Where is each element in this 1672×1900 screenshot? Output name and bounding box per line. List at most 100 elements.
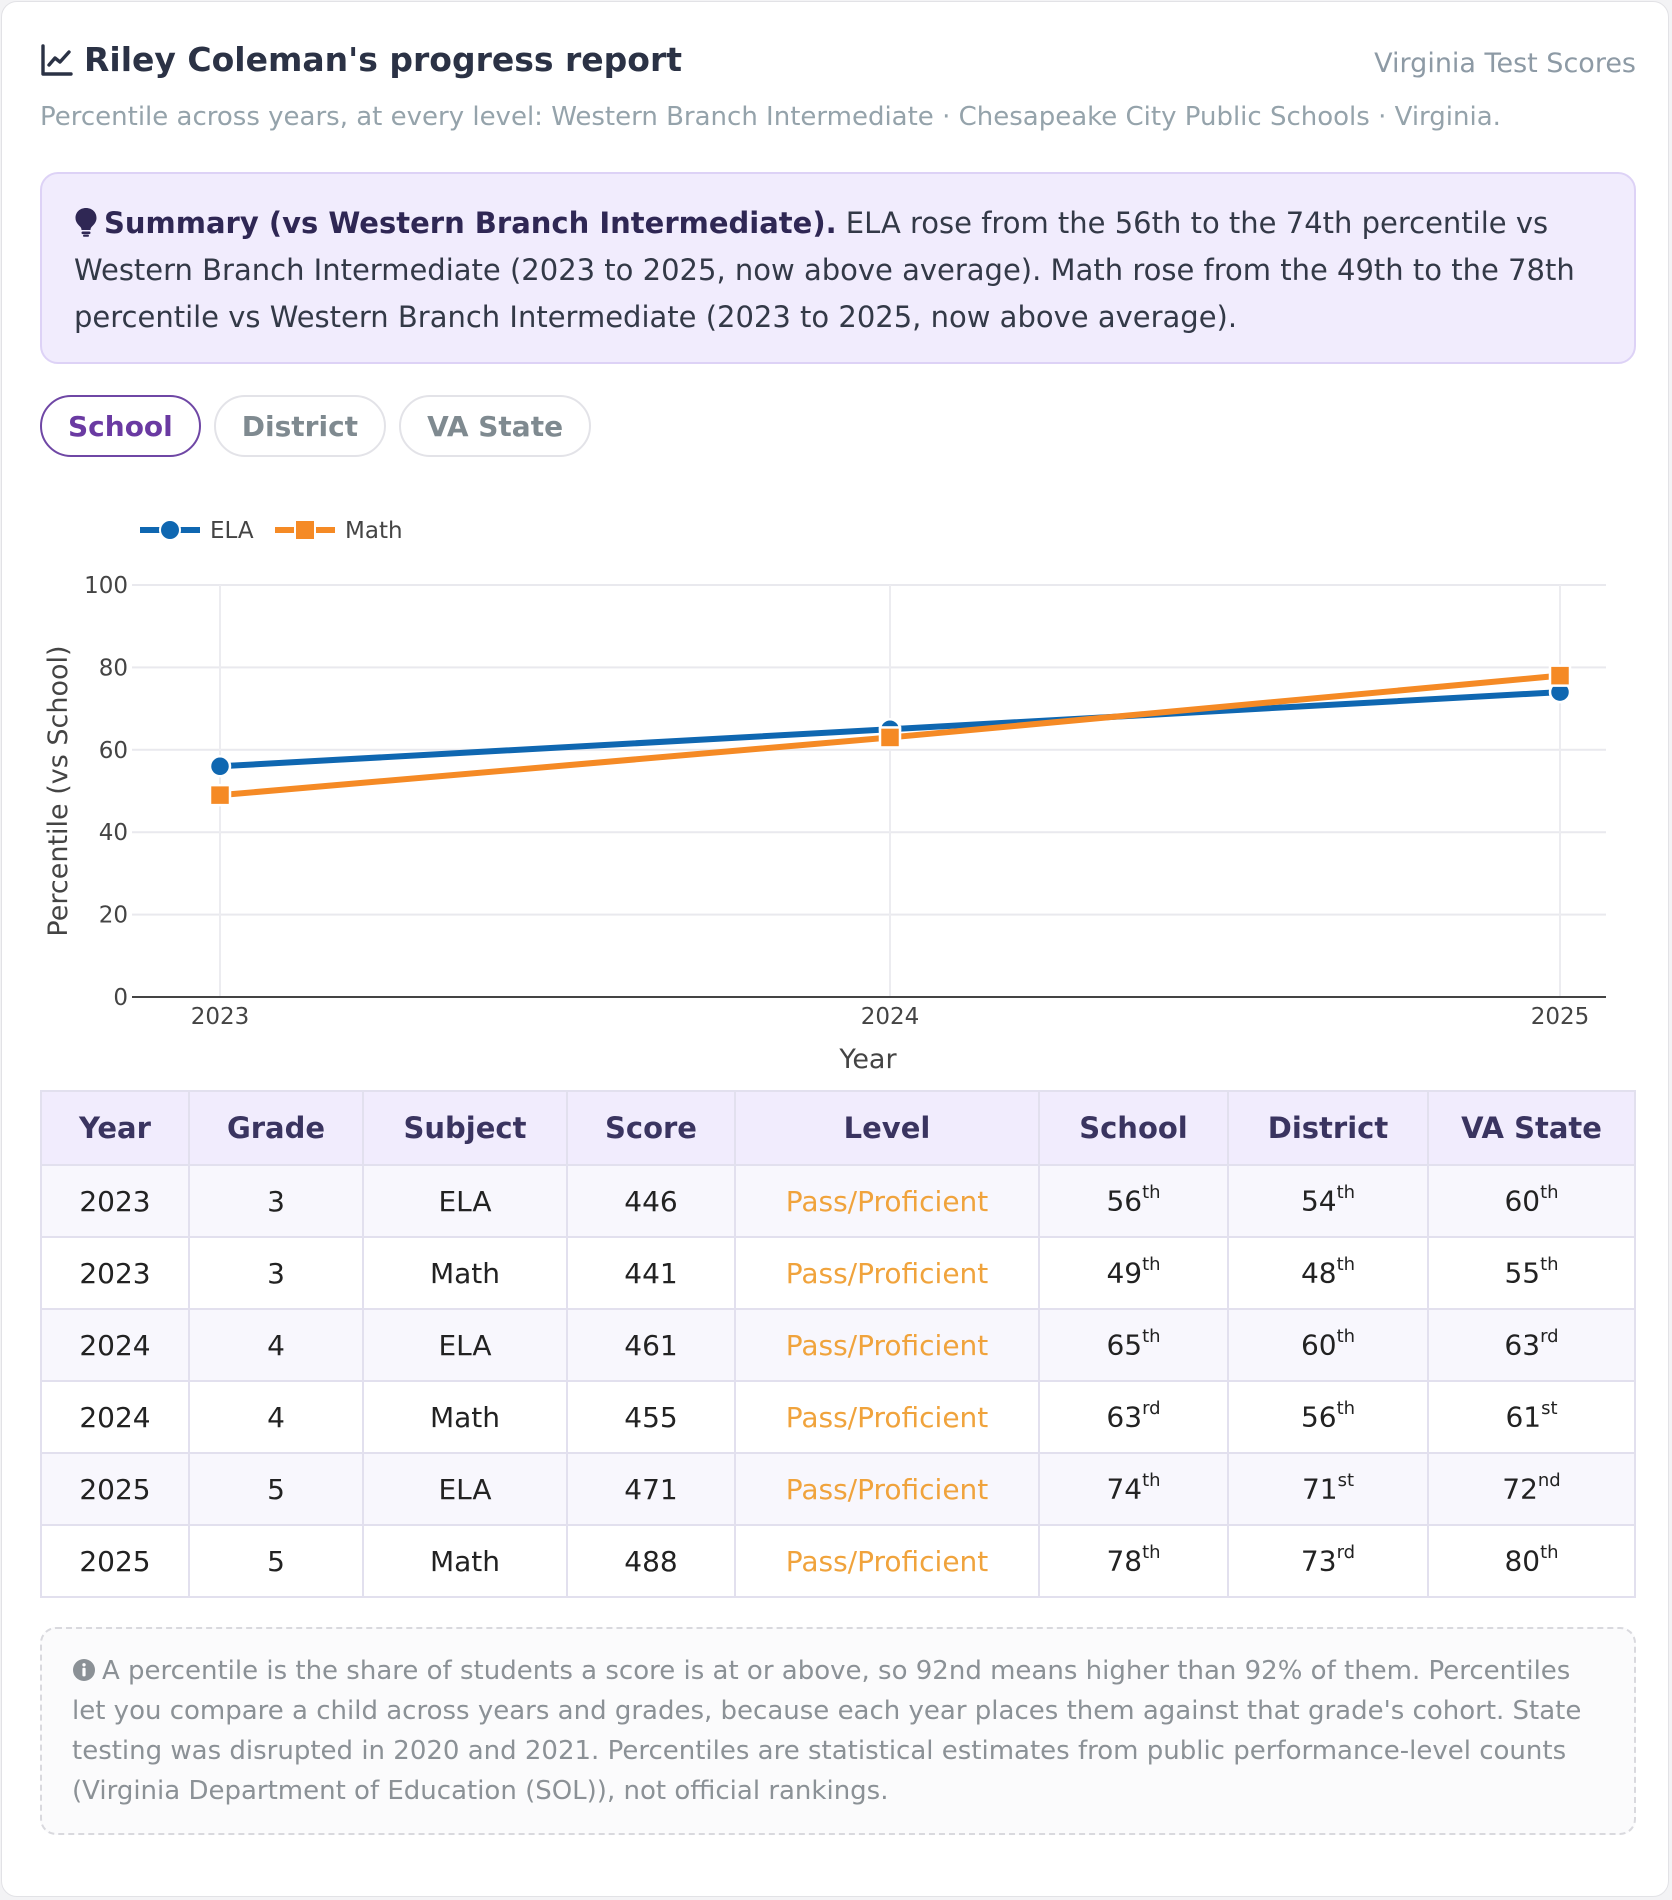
cell-level: Pass/Proficient [734,1236,1040,1310]
cell-year: 2023 [40,1236,190,1310]
scores-table-wrap: Year Grade Subject Score Level School Di… [40,1090,1636,1598]
col-va-state: VA State [1427,1090,1636,1166]
ordinal-suffix: th [1336,1254,1356,1276]
table-row: 2024 4 Math 455 Pass/Proficient 63rd 56th 61st [40,1380,1636,1454]
cell-score: 471 [566,1452,736,1526]
legend-label: ELA [210,518,254,544]
summary-lead: Summary (vs Western Branch Intermediate)… [104,206,837,240]
cell-grade: 3 [188,1164,364,1238]
percentile-value: 80 [1504,1544,1541,1578]
page-subtitle: Percentile across years, at every level:… [40,102,1501,132]
cell-grade: 3 [188,1236,364,1310]
x-axis-title: Year [838,1044,897,1075]
cell-grade: 4 [188,1380,364,1454]
cell-subject: ELA [362,1308,568,1382]
cell-subject: Math [362,1236,568,1310]
header: Riley Coleman's progress report Virginia… [40,40,1636,90]
cell-subject: ELA [362,1164,568,1238]
cell-score: 455 [566,1380,736,1454]
percentile-value: 54 [1300,1184,1337,1218]
ordinal-suffix: rd [1336,1542,1356,1564]
legend-marker-ela [159,519,181,541]
tab-school[interactable]: School [40,395,201,457]
cell-state-percentile: 55th [1427,1236,1636,1310]
percentile-value: 65 [1106,1328,1143,1362]
cell-year: 2024 [40,1380,190,1454]
line-chart-icon [41,43,73,76]
table-row: 2025 5 Math 488 Pass/Proficient 78th 73rd 80th [40,1524,1636,1598]
cell-score: 446 [566,1164,736,1238]
percentile-value: 72 [1502,1472,1538,1506]
cell-year: 2024 [40,1308,190,1382]
cell-district-percentile: 54th [1227,1164,1429,1238]
cell-level: Pass/Proficient [734,1164,1040,1238]
percentile-value: 73 [1300,1544,1337,1578]
x-tick-label: 2025 [1531,1004,1590,1030]
scores-table: Year Grade Subject Score Level School Di… [40,1090,1636,1598]
percentile-value: 78 [1106,1544,1143,1578]
legend-marker-math [294,519,316,541]
page-title: Riley Coleman's progress report [84,40,682,79]
ordinal-suffix: th [1540,1254,1559,1276]
percentile-chart: 0 20 40 60 80 100 2023 2024 2025 Year Percentile (… [43,518,1606,1075]
ordinal-suffix: rd [1142,1398,1161,1420]
x-tick-label: 2024 [861,1004,920,1030]
percentile-value: 71 [1301,1472,1338,1506]
cell-year: 2025 [40,1524,190,1598]
cell-year: 2025 [40,1452,190,1526]
ordinal-suffix: th [1336,1326,1356,1348]
y-tick-label: 80 [99,655,128,681]
cell-school-percentile: 65th [1038,1308,1229,1382]
title-group: Riley Coleman's progress report [40,40,682,79]
y-tick-label: 20 [99,903,128,929]
lightbulb-icon [75,208,97,237]
tab-va-state[interactable]: VA State [399,395,592,457]
percentile-value: 48 [1300,1256,1337,1290]
percentile-value: 74 [1106,1472,1143,1506]
data-point-ela [208,755,232,778]
cell-school-percentile: 78th [1038,1524,1229,1598]
info-icon [73,1659,95,1681]
col-level: Level [734,1090,1040,1166]
cell-state-percentile: 72nd [1427,1452,1636,1526]
summary-text: ELA rose from the 56th to the 74th perce… [74,206,1575,334]
note-text: A percentile is the share of students a … [72,1656,1582,1806]
cell-level: Pass/Proficient [734,1452,1040,1526]
col-year: Year [40,1090,190,1166]
percentile-value: 56 [1300,1400,1337,1434]
percentile-value: 55 [1504,1256,1541,1290]
data-point-math [878,726,902,749]
cell-state-percentile: 60th [1427,1164,1636,1238]
cell-school-percentile: 56th [1038,1164,1229,1238]
level-tabs: School District VA State [40,395,592,457]
cell-district-percentile: 48th [1227,1236,1429,1310]
ordinal-suffix: rd [1540,1326,1559,1348]
col-school: School [1038,1090,1229,1166]
percentile-value: 63 [1504,1328,1541,1362]
table-header-row: Year Grade Subject Score Level School Di… [40,1090,1636,1166]
ordinal-suffix: th [1540,1182,1559,1204]
cell-state-percentile: 63rd [1427,1308,1636,1382]
cell-state-percentile: 80th [1427,1524,1636,1598]
y-tick-label: 0 [113,985,128,1011]
tab-district[interactable]: District [213,395,387,457]
percentile-value: 61 [1505,1400,1542,1434]
percentile-value: 60 [1300,1328,1337,1362]
cell-subject: Math [362,1524,568,1598]
cell-district-percentile: 60th [1227,1308,1429,1382]
cell-score: 461 [566,1308,736,1382]
col-subject: Subject [362,1090,568,1166]
ordinal-suffix: th [1142,1470,1161,1492]
cell-level: Pass/Proficient [734,1380,1040,1454]
cell-level: Pass/Proficient [734,1524,1040,1598]
cell-level: Pass/Proficient [734,1308,1040,1382]
cell-score: 441 [566,1236,736,1310]
cell-subject: ELA [362,1452,568,1526]
percentile-note: A percentile is the share of students a … [40,1627,1636,1835]
percentile-value: 60 [1504,1184,1541,1218]
cell-district-percentile: 56th [1227,1380,1429,1454]
percentile-value: 63 [1106,1400,1143,1434]
cell-subject: Math [362,1380,568,1454]
ordinal-suffix: th [1142,1254,1161,1276]
